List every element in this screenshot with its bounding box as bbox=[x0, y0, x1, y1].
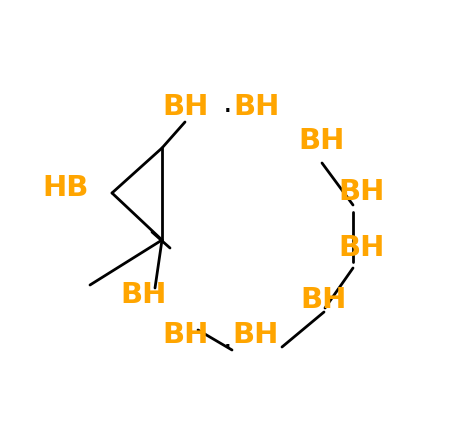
Text: BH: BH bbox=[162, 93, 208, 121]
Text: BH: BH bbox=[232, 321, 279, 349]
Text: BH: BH bbox=[162, 321, 208, 349]
Text: BH: BH bbox=[233, 93, 279, 121]
Text: BH: BH bbox=[300, 286, 346, 314]
Text: ·: · bbox=[223, 334, 233, 363]
Text: BH: BH bbox=[298, 127, 344, 155]
Text: BH: BH bbox=[338, 234, 384, 262]
Text: BH: BH bbox=[120, 281, 166, 309]
Text: HB: HB bbox=[42, 174, 88, 202]
Text: BH: BH bbox=[338, 178, 384, 206]
Text: ·: · bbox=[223, 98, 233, 127]
